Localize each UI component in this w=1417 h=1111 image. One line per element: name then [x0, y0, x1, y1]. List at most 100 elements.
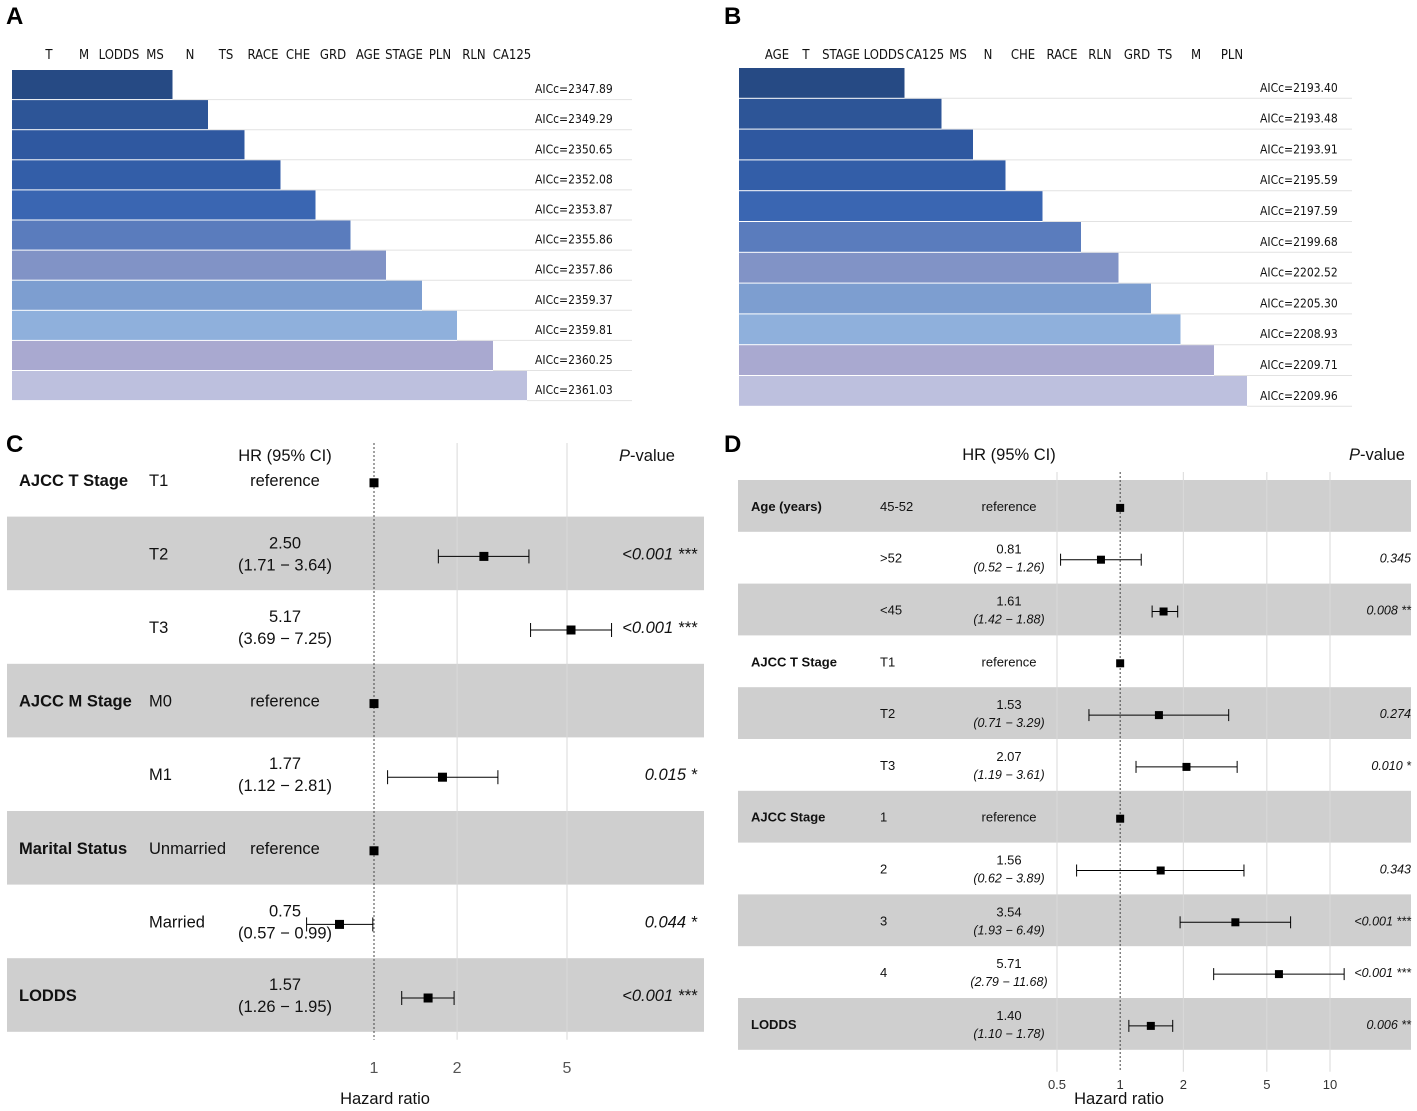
panel-b-bar — [739, 191, 1043, 221]
panel-c-ci-value: (1.71 − 3.64) — [238, 556, 332, 574]
panel-d-p-value: 0.010 * — [1371, 759, 1412, 773]
panel-b-var-label: MS — [949, 48, 967, 63]
panel-b-aicc-label: AICc=2209.71 — [1260, 358, 1338, 372]
panel-b-bar — [739, 376, 1247, 406]
panel-d-estimate-marker — [1231, 918, 1240, 927]
panel-a-var-label: N — [186, 48, 195, 63]
panel-c-row-band — [7, 958, 704, 1032]
panel-c-header-pvalue: P-value — [619, 447, 675, 465]
panel-a-var-label: LODDS — [99, 48, 140, 63]
panel-b-aicc-label: AICc=2202.52 — [1260, 266, 1338, 280]
panel-d-estimate-marker — [1159, 607, 1168, 616]
panel-a-bar — [12, 130, 245, 160]
panel-a-var-label: MS — [146, 48, 164, 63]
panel-d-ci-value: (1.19 − 3.61) — [973, 768, 1044, 782]
panel-d-hr-value: 1.40 — [996, 1008, 1021, 1023]
panel-c-level-label: T3 — [149, 619, 168, 637]
panel-c-group-label: LODDS — [19, 987, 77, 1005]
panel-c-tick-label: 1 — [370, 1060, 379, 1077]
panel-a-bar — [12, 220, 351, 250]
panel-d-estimate-marker — [1116, 814, 1125, 823]
panel-c-p-value: 0.044 * — [645, 913, 698, 931]
panel-d-level-label: T2 — [880, 706, 895, 721]
panel-d-estimate-marker — [1156, 866, 1165, 875]
panel-b-bar — [739, 283, 1151, 314]
panel-c-forest-plot: HR (95% CI) P-value AJCC T Stage T1 referenc… — [7, 443, 704, 1108]
panel-c-p-value: <0.001 *** — [622, 619, 697, 637]
panel-b-var-label: CA125 — [906, 48, 945, 63]
panel-a-aicc-label: AICc=2349.29 — [535, 112, 613, 126]
panel-d-header-pvalue: P-value — [1349, 446, 1405, 464]
panel-d-group-label: AJCC Stage — [751, 810, 825, 825]
panel-d-level-label: 2 — [880, 862, 887, 877]
panel-d-estimate-marker — [1182, 762, 1191, 771]
panel-c-row-band — [7, 663, 704, 738]
panel-c-hr-value: reference — [250, 840, 320, 858]
panel-d-level-label: 4 — [880, 965, 887, 980]
panel-b-var-label: M — [1191, 48, 1201, 63]
panel-c-estimate-marker — [369, 478, 379, 488]
panel-d-estimate-marker — [1096, 555, 1105, 564]
panel-a-aicc-label: AICc=2350.65 — [535, 142, 613, 156]
panel-a-var-label: T — [44, 48, 53, 63]
panel-c-level-label: T2 — [149, 545, 168, 563]
panel-d-ci-value: (0.52 − 1.26) — [973, 561, 1044, 575]
panel-a-aicc-label: AICc=2360.25 — [535, 353, 613, 367]
panel-b-bar — [739, 98, 942, 129]
panel-b-var-label: AGE — [765, 48, 789, 63]
panel-d-p-value: 0.008 ** — [1367, 604, 1413, 618]
panel-a-bar — [12, 250, 386, 280]
panel-b-var-label: TS — [1157, 48, 1173, 63]
panel-d-p-value: <0.001 *** — [1354, 914, 1412, 928]
panel-d-row-band — [738, 583, 1411, 636]
panel-d-level-label: T3 — [880, 758, 895, 773]
panel-d-ci-value: (0.62 − 3.89) — [973, 872, 1044, 886]
panel-c-hr-value: reference — [250, 693, 320, 711]
panel-a-var-label: PLN — [429, 48, 451, 63]
panel-d-group-label: Age (years) — [751, 499, 822, 514]
panel-d-p-value: 0.274 — [1380, 707, 1411, 721]
panel-c-estimate-marker — [437, 772, 447, 782]
panel-a-bar — [12, 70, 173, 100]
panel-c-group-label: AJCC M Stage — [19, 693, 132, 711]
panel-c-x-axis-label: Hazard ratio — [340, 1090, 430, 1108]
panel-b-bar — [739, 345, 1214, 375]
panel-a-aicc-label: AICc=2355.86 — [535, 233, 613, 247]
panel-a-var-label: GRD — [320, 48, 346, 63]
panel-d-hr-value: 5.71 — [996, 956, 1021, 971]
panel-label-d: D — [724, 431, 741, 458]
panel-d-row-band — [738, 790, 1411, 843]
panel-c-estimate-marker — [369, 699, 379, 709]
panel-d-row-band — [738, 687, 1411, 739]
panel-a-var-label: RACE — [248, 48, 279, 63]
panel-c-p-value: 0.015 * — [645, 766, 698, 784]
panel-a-bar — [12, 310, 457, 340]
panel-d-level-label: 45-52 — [880, 499, 913, 514]
panel-c-ci-value: (1.26 − 1.95) — [238, 998, 332, 1016]
panel-d-p-value: <0.001 *** — [1354, 966, 1412, 980]
panel-b-bar — [739, 252, 1119, 283]
panel-c-estimate-marker — [335, 919, 345, 929]
panel-a-aicc-label: AICc=2353.87 — [535, 203, 613, 217]
panel-d-header-hr: HR (95% CI) — [962, 446, 1056, 464]
panel-d-estimate-marker — [1154, 711, 1163, 720]
panel-a-bar — [12, 100, 208, 130]
panel-c-hr-value: 2.50 — [269, 534, 301, 552]
panel-a-var-label: M — [79, 48, 89, 63]
panel-b-aicc-label: AICc=2193.48 — [1260, 112, 1338, 126]
panel-a-bar — [12, 340, 493, 370]
panel-a-bar — [12, 160, 281, 190]
panel-d-level-label: T1 — [880, 654, 895, 669]
panel-c-p-value: <0.001 *** — [622, 545, 697, 563]
panel-b-var-label: N — [984, 48, 993, 63]
panel-c-hr-value: 0.75 — [269, 902, 301, 920]
panel-d-level-label: >52 — [880, 551, 902, 566]
panel-d-estimate-marker — [1146, 1021, 1155, 1030]
panel-b-var-label: STAGE — [822, 48, 860, 63]
panel-c-header-suffix: -value — [630, 447, 675, 465]
panel-d-hr-value: reference — [982, 810, 1037, 825]
panel-c-row-band — [7, 516, 704, 591]
panel-b-bar — [739, 160, 1006, 191]
panel-a-aicc-label: AICc=2352.08 — [535, 172, 613, 186]
